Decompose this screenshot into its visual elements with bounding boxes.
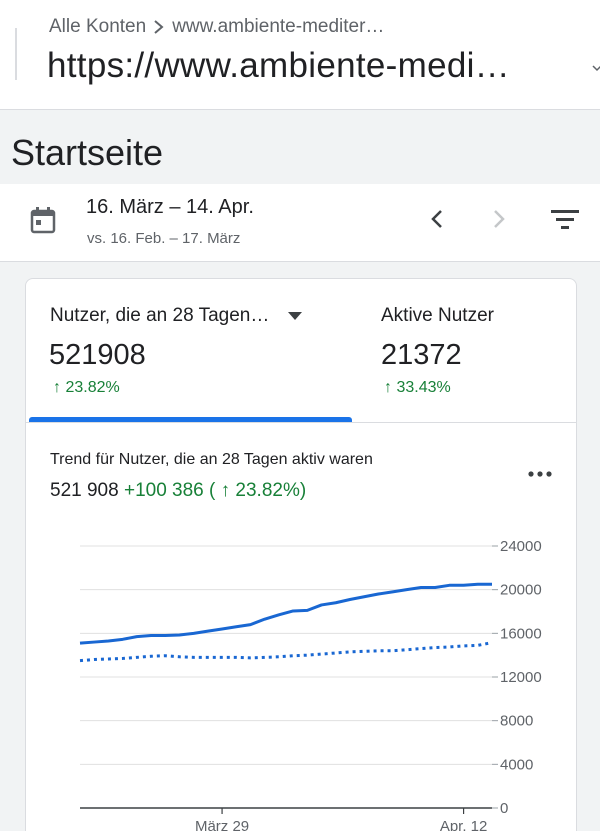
- metric-divider: [26, 422, 576, 423]
- date-range-comparison: vs. 16. Feb. – 17. März: [87, 230, 241, 247]
- trend-value: 521 908: [50, 480, 119, 501]
- selected-tab-indicator: [29, 417, 352, 422]
- y-tick-label: 0: [500, 800, 508, 817]
- trend-title: Trend für Nutzer, die an 28 Tagen aktiv …: [50, 451, 373, 468]
- calendar-icon[interactable]: [30, 206, 56, 234]
- metric-label-text: Nutzer, die an 28 Tagen…: [50, 305, 270, 326]
- breadcrumb[interactable]: Alle Konten www.ambiente-mediter…: [49, 16, 384, 38]
- y-tick-label: 4000: [500, 756, 533, 773]
- metric-change: ↑ 33.43%: [384, 379, 451, 396]
- metric-label: Aktive Nutzer: [381, 305, 494, 326]
- app-header: Alle Konten www.ambiente-mediter… https:…: [0, 0, 600, 110]
- y-tick-label: 20000: [500, 582, 542, 599]
- more-options-icon[interactable]: [526, 467, 556, 481]
- y-tick-label: 12000: [500, 669, 542, 686]
- metric-tab-28-day-users[interactable]: Nutzer, die an 28 Tagen… 521908 ↑ 23.82%: [26, 279, 352, 423]
- x-tick-label: Apr. 12: [440, 818, 488, 831]
- header-divider-bar: [15, 28, 17, 80]
- y-tick-label: 8000: [500, 713, 533, 730]
- page-title: Startseite: [11, 132, 164, 173]
- filter-icon[interactable]: [549, 206, 581, 234]
- x-tick-label: März 29: [195, 818, 249, 831]
- metric-value: 521908: [49, 339, 146, 371]
- next-period-button[interactable]: [487, 204, 511, 234]
- date-range-current[interactable]: 16. März – 14. Apr.: [86, 196, 254, 218]
- series-line-current-period: [79, 582, 492, 645]
- y-tick-label: 16000: [500, 625, 542, 642]
- previous-period-button[interactable]: [425, 204, 449, 234]
- date-range-bar: 16. März – 14. Apr. vs. 16. Feb. – 17. M…: [0, 184, 600, 262]
- metrics-card: Nutzer, die an 28 Tagen… 521908 ↑ 23.82%…: [25, 278, 577, 831]
- chevron-down-icon[interactable]: [592, 58, 600, 78]
- metric-change: ↑ 23.82%: [53, 379, 120, 396]
- trend-change: +100 386 ( ↑ 23.82%): [123, 480, 307, 501]
- metric-label[interactable]: Nutzer, die an 28 Tagen…: [50, 305, 303, 327]
- breadcrumb-property[interactable]: www.ambiente-mediter…: [172, 16, 385, 37]
- series-line-previous-period: [79, 641, 493, 663]
- trend-summary: 521 908 +100 386 ( ↑ 23.82%): [50, 480, 306, 502]
- chevron-right-icon: [154, 20, 164, 34]
- dropdown-arrow-icon[interactable]: [287, 311, 303, 321]
- y-tick-label: 24000: [500, 538, 542, 555]
- metric-value: 21372: [381, 339, 462, 371]
- breadcrumb-root[interactable]: Alle Konten: [49, 16, 147, 37]
- property-url[interactable]: https://www.ambiente-medi…: [47, 46, 510, 85]
- header-divider: [0, 109, 600, 110]
- metric-tab-active-users[interactable]: Aktive Nutzer 21372 ↑ 33.43%: [352, 279, 576, 423]
- trend-line-chart: 24000 20000 16000 12000 8000 4000 0 März 29 Apr.…: [79, 538, 542, 831]
